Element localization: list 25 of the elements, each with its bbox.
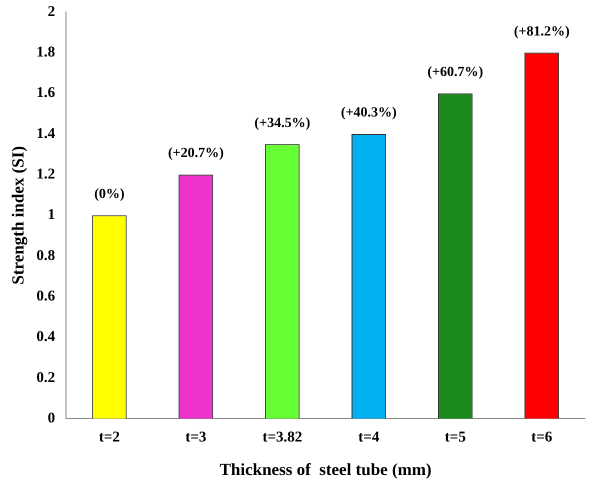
x-tick-label: t=3: [185, 429, 206, 446]
annotation: (+60.7%): [427, 64, 484, 80]
y-tick-label: 0.4: [36, 329, 56, 346]
x-tick-label: t=3.82: [262, 429, 302, 446]
x-tick-label: t=2: [98, 429, 120, 446]
x-tick-label: t=5: [444, 429, 466, 446]
annotation: (+34.5%): [254, 116, 311, 131]
y-tick-label: 1.4: [36, 126, 56, 142]
y-tick-label: 0.2: [36, 370, 56, 386]
x-tick-label: t=6: [531, 429, 553, 446]
y-axis-title: Strength index (SI): [8, 146, 28, 285]
y-tick-label: 2: [48, 4, 56, 20]
x-axis-title: Thickness of steel tube (mm): [220, 460, 432, 480]
x-tick-label: t=4: [358, 429, 380, 446]
y-tick-label: 0.6: [36, 288, 56, 304]
y-tick-label: 1: [48, 207, 56, 224]
y-tick-label: 1.2: [36, 166, 56, 183]
annotation: (+81.2%): [514, 24, 570, 40]
y-tick-label: 1.8: [36, 44, 56, 61]
y-tick-label: 0: [48, 410, 56, 426]
annotation: (+20.7%): [168, 146, 224, 162]
y-tick-label: 1.6: [36, 85, 56, 102]
y-tick-label: 0.8: [36, 248, 56, 264]
annotation: (+40.3%): [340, 106, 398, 121]
annotation: (0%): [94, 186, 125, 202]
